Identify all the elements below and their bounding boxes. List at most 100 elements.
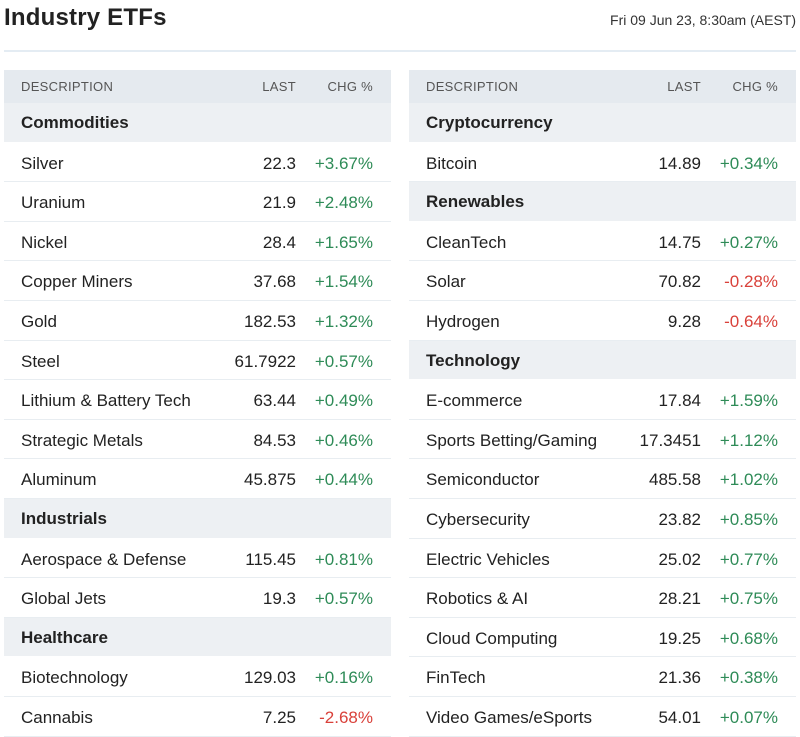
- table-row[interactable]: E-commerce 17.84 +1.59%: [409, 380, 796, 420]
- change-percent: +0.27%: [719, 232, 778, 252]
- table-row[interactable]: Lithium & Battery Tech 63.44 +0.49%: [4, 380, 391, 420]
- last-price: 23.82: [658, 509, 701, 529]
- table-row[interactable]: Video Games/eSports 54.01 +0.07%: [409, 697, 796, 737]
- etf-name[interactable]: CleanTech: [426, 232, 507, 252]
- table-row[interactable]: Aluminum 45.875 +0.44%: [4, 459, 391, 499]
- table-row[interactable]: FinTech 21.36 +0.38%: [409, 657, 796, 697]
- etf-name[interactable]: Copper Miners: [21, 272, 133, 292]
- table-row[interactable]: Copper Miners 37.68 +1.54%: [4, 261, 391, 301]
- table-body: Commodities Silver 22.3 +3.67% Uranium 21.9 +2…: [4, 103, 391, 737]
- table-row[interactable]: Cybersecurity 23.82 +0.85%: [409, 499, 796, 539]
- etf-name[interactable]: Robotics & AI: [426, 589, 529, 609]
- table-row[interactable]: CleanTech 14.75 +0.27%: [409, 222, 796, 262]
- table-row[interactable]: Uranium 21.9 +2.48%: [4, 182, 391, 222]
- table-row[interactable]: Sports Betting/Gaming 17.3451 +1.12%: [409, 420, 796, 460]
- etf-name[interactable]: Strategic Metals: [21, 430, 143, 450]
- table-row[interactable]: Semiconductor 485.58 +1.02%: [409, 459, 796, 499]
- category-label: Renewables: [426, 192, 525, 212]
- column-description[interactable]: DESCRIPTION: [426, 79, 519, 94]
- category-header: Cryptocurrency: [409, 103, 796, 143]
- last-price: 28.21: [658, 589, 701, 609]
- etf-name[interactable]: Cannabis: [21, 707, 93, 727]
- change-percent: +0.75%: [719, 589, 778, 609]
- etf-name[interactable]: Hydrogen: [426, 311, 500, 331]
- column-chg[interactable]: CHG %: [327, 79, 373, 94]
- change-percent: +1.02%: [719, 470, 778, 490]
- table-row[interactable]: Hydrogen 9.28 -0.64%: [409, 301, 796, 341]
- table-row[interactable]: Bitcoin 14.89 +0.34%: [409, 143, 796, 183]
- timestamp: Fri 09 Jun 23, 8:30am (AEST): [610, 12, 796, 28]
- change-percent: +1.32%: [314, 311, 373, 331]
- change-percent: +0.85%: [719, 509, 778, 529]
- table-row[interactable]: Cannabis 7.25 -2.68%: [4, 697, 391, 737]
- etf-name[interactable]: Solar: [426, 272, 466, 292]
- table-row[interactable]: Aerospace & Defense 115.45 +0.81%: [4, 539, 391, 579]
- change-percent: +1.65%: [314, 232, 373, 252]
- etf-name[interactable]: Nickel: [21, 232, 68, 252]
- column-description[interactable]: DESCRIPTION: [21, 79, 114, 94]
- category-label: Industrials: [21, 508, 107, 528]
- last-price: 9.28: [667, 311, 701, 331]
- last-price: 17.84: [658, 391, 701, 411]
- etf-name[interactable]: Uranium: [21, 193, 86, 213]
- change-percent: -0.28%: [724, 272, 778, 292]
- table-row[interactable]: Cloud Computing 19.25 +0.68%: [409, 618, 796, 658]
- table-header: DESCRIPTION LAST CHG %: [409, 70, 796, 103]
- table-row[interactable]: Gold 182.53 +1.32%: [4, 301, 391, 341]
- etf-name[interactable]: Global Jets: [21, 589, 107, 609]
- etf-name[interactable]: Bitcoin: [426, 153, 478, 173]
- column-last[interactable]: LAST: [262, 79, 296, 94]
- change-percent: +1.59%: [719, 391, 778, 411]
- etf-name[interactable]: Biotechnology: [21, 668, 128, 688]
- table-row[interactable]: Nickel 28.4 +1.65%: [4, 222, 391, 262]
- last-price: 63.44: [253, 391, 296, 411]
- change-percent: -2.68%: [319, 707, 373, 727]
- etf-name[interactable]: Aerospace & Defense: [21, 549, 187, 569]
- table-body: Cryptocurrency Bitcoin 14.89 +0.34% Renewabl…: [409, 103, 796, 737]
- last-price: 37.68: [253, 272, 296, 292]
- change-percent: +0.57%: [314, 589, 373, 609]
- change-percent: +1.12%: [719, 430, 778, 450]
- column-last[interactable]: LAST: [667, 79, 701, 94]
- change-percent: +0.81%: [314, 549, 373, 569]
- table-row[interactable]: Silver 22.3 +3.67%: [4, 143, 391, 183]
- table-row[interactable]: Solar 70.82 -0.28%: [409, 261, 796, 301]
- column-chg[interactable]: CHG %: [732, 79, 778, 94]
- change-percent: +3.67%: [314, 153, 373, 173]
- table-row[interactable]: Steel 61.7922 +0.57%: [4, 341, 391, 381]
- last-price: 21.9: [262, 193, 296, 213]
- table-row[interactable]: Biotechnology 129.03 +0.16%: [4, 657, 391, 697]
- etf-name[interactable]: Semiconductor: [426, 470, 540, 490]
- change-percent: +0.38%: [719, 668, 778, 688]
- last-price: 182.53: [244, 311, 296, 331]
- page-title: Industry ETFs: [4, 4, 167, 31]
- etf-name[interactable]: Sports Betting/Gaming: [426, 430, 598, 450]
- category-header: Renewables: [409, 182, 796, 222]
- header-divider: [4, 50, 796, 52]
- table-row[interactable]: Strategic Metals 84.53 +0.46%: [4, 420, 391, 460]
- change-percent: +0.34%: [719, 153, 778, 173]
- last-price: 17.3451: [639, 430, 701, 450]
- change-percent: +0.16%: [314, 668, 373, 688]
- table-row[interactable]: Robotics & AI 28.21 +0.75%: [409, 578, 796, 618]
- etf-name[interactable]: Steel: [21, 351, 60, 371]
- etf-name[interactable]: Aluminum: [21, 470, 97, 490]
- table-row[interactable]: Global Jets 19.3 +0.57%: [4, 578, 391, 618]
- etf-name[interactable]: Silver: [21, 153, 64, 173]
- last-price: 70.82: [658, 272, 701, 292]
- etf-name[interactable]: Gold: [21, 311, 57, 331]
- category-header: Healthcare: [4, 617, 391, 658]
- category-header: Commodities: [4, 103, 391, 143]
- etf-name[interactable]: Lithium & Battery Tech: [21, 391, 191, 411]
- change-percent: +1.54%: [314, 272, 373, 292]
- last-price: 25.02: [658, 549, 701, 569]
- change-percent: -0.64%: [724, 311, 778, 331]
- etf-name[interactable]: Cybersecurity: [426, 509, 530, 529]
- etf-name[interactable]: Cloud Computing: [426, 628, 558, 648]
- etf-name[interactable]: Video Games/eSports: [426, 707, 592, 727]
- etf-name[interactable]: E-commerce: [426, 391, 523, 411]
- last-price: 485.58: [649, 470, 701, 490]
- etf-name[interactable]: Electric Vehicles: [426, 549, 550, 569]
- etf-name[interactable]: FinTech: [426, 668, 486, 688]
- table-row[interactable]: Electric Vehicles 25.02 +0.77%: [409, 539, 796, 579]
